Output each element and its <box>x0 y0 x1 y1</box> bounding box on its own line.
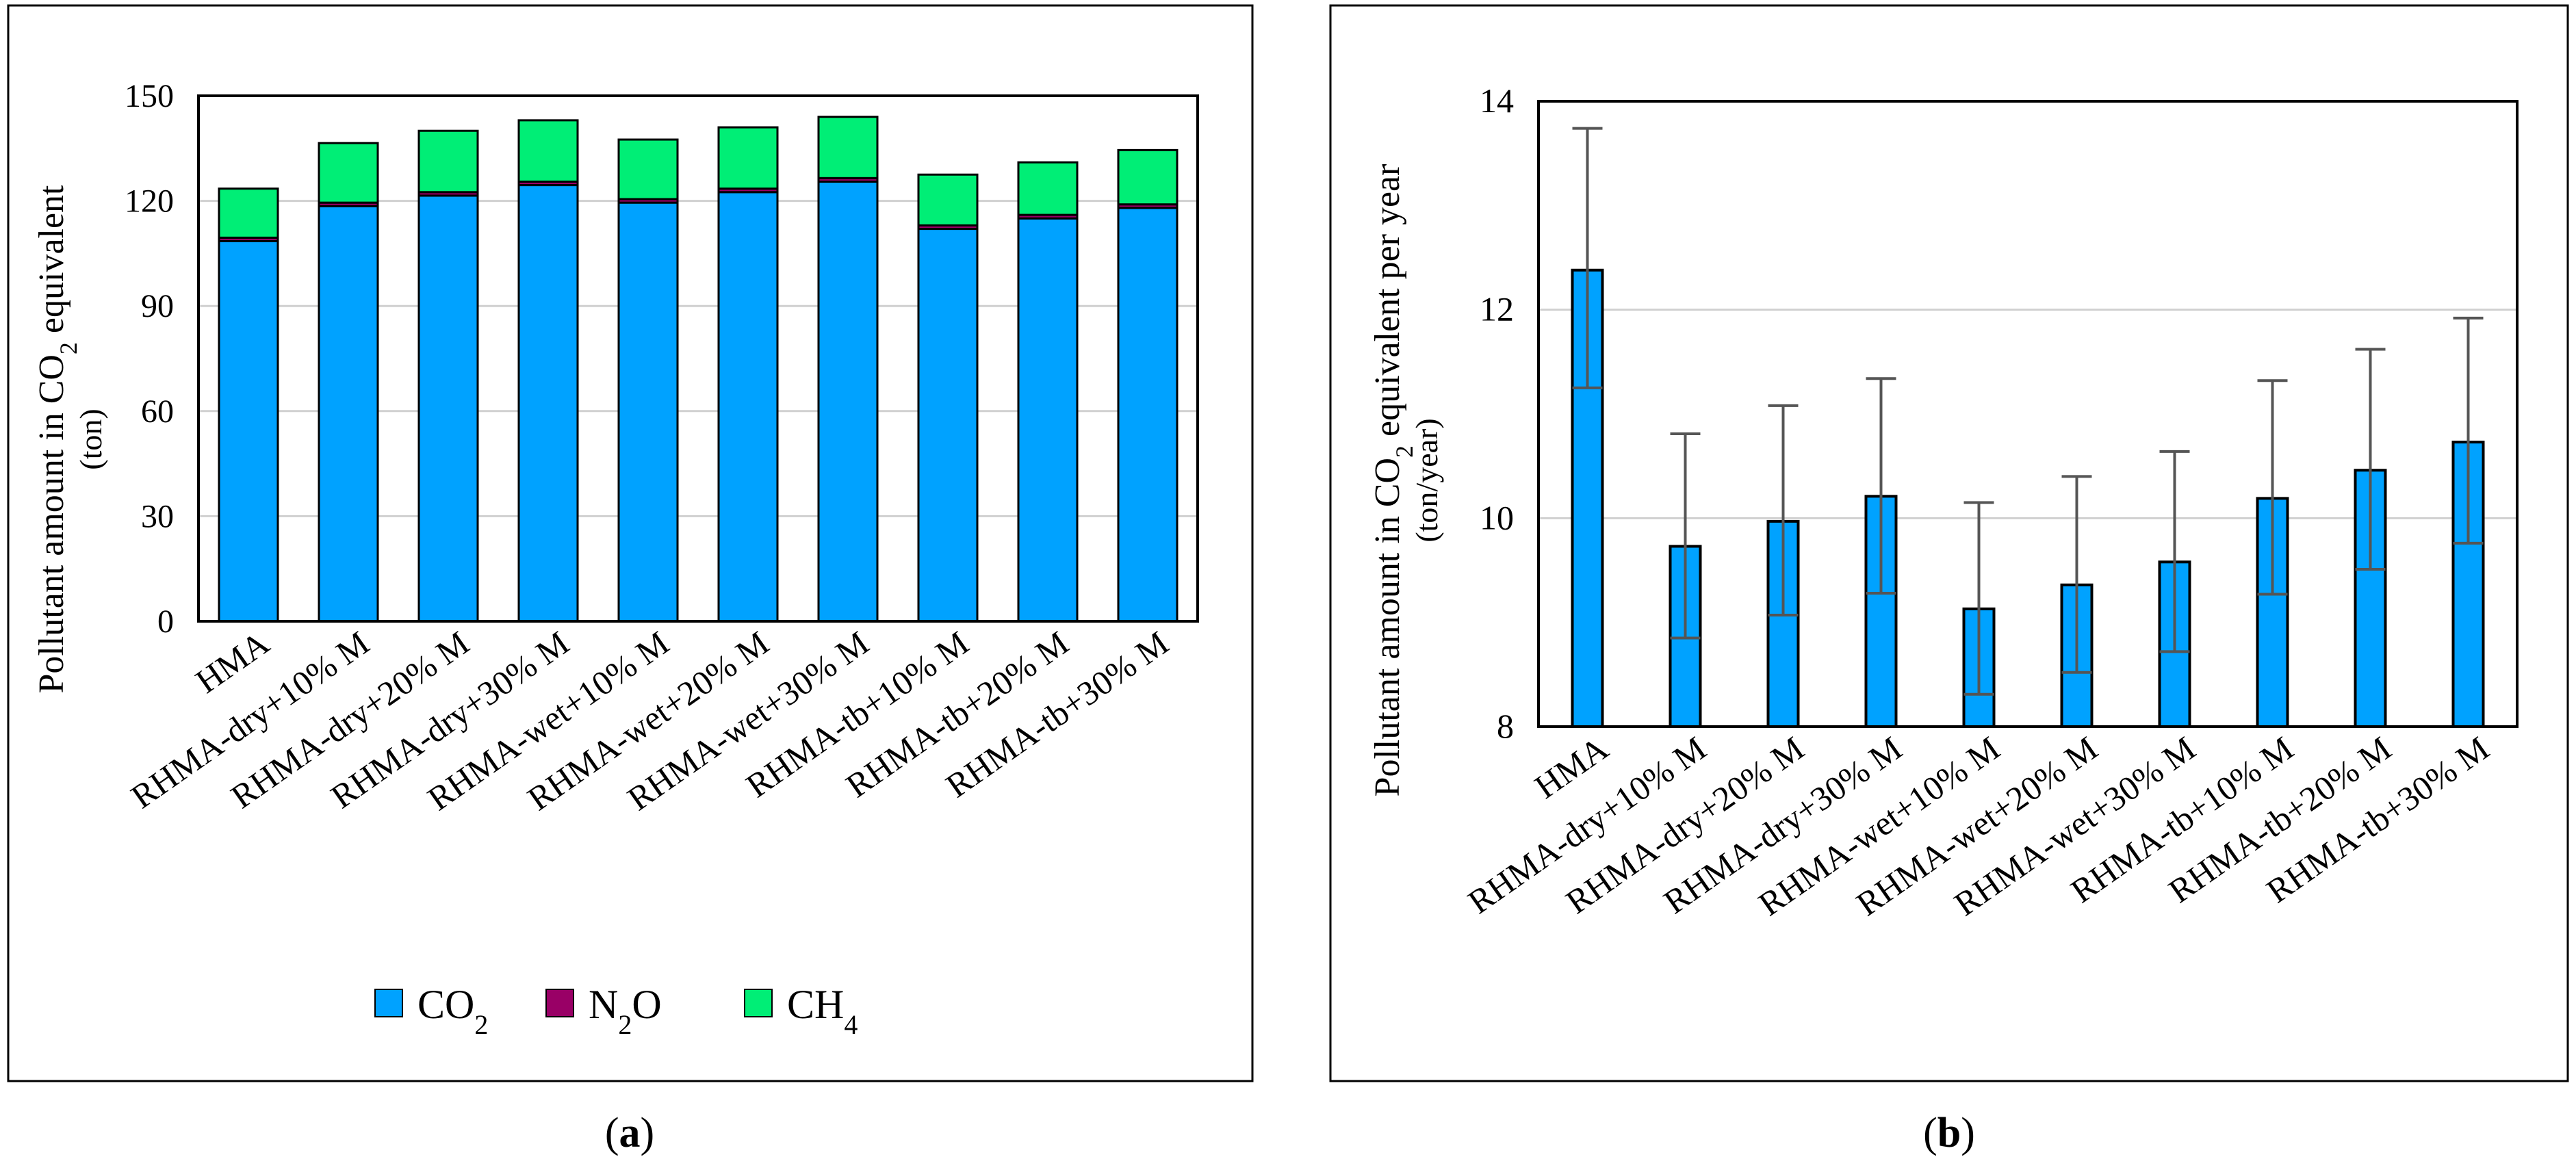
plot-area-a <box>197 94 1199 623</box>
ytick-a-60: 60 <box>141 393 174 430</box>
bar-a-ch4-rhma-wet-30-m <box>817 116 879 179</box>
legend-swatch-co2 <box>374 989 403 1017</box>
panel-b-ylabel-post: equivalent per year <box>1368 164 1407 445</box>
bar-a-ch4-rhma-tb-10-m <box>917 173 979 226</box>
caption-b: (b) <box>1923 1110 1975 1156</box>
legend-swatch-n2o <box>545 989 574 1017</box>
panel-a-ylabel-sub: 2 <box>55 342 82 354</box>
bar-a-ch4-rhma-dry-30-m <box>517 119 579 183</box>
panel-a-ylabel-unit: (ton) <box>73 408 108 469</box>
plot-area-b <box>1537 100 2519 728</box>
bar-a-co2-hma <box>218 239 279 623</box>
bar-a-co2-rhma-wet-30-m <box>817 180 879 623</box>
legend-label-ch4: CH4 <box>787 982 858 1040</box>
bar-a-ch4-rhma-tb-20-m <box>1017 161 1079 216</box>
bar-a-co2-rhma-dry-30-m <box>517 184 579 623</box>
bar-a-co2-rhma-tb-20-m <box>1017 217 1079 623</box>
ytick-b-10: 10 <box>1480 498 1514 536</box>
bar-a-co2-rhma-wet-10-m <box>617 201 679 623</box>
panel-a-ylabel: Pollutant amount in CO2 equivalent <box>32 185 82 694</box>
ytick-a-120: 120 <box>125 183 174 220</box>
bar-a-ch4-rhma-dry-20-m <box>417 129 479 194</box>
ytick-b-14: 14 <box>1480 81 1514 120</box>
ytick-a-30: 30 <box>141 498 174 534</box>
bar-a-co2-rhma-tb-30-m <box>1117 207 1178 623</box>
legend: CO2 N2O CH4 <box>374 982 858 1040</box>
ytick-a-150: 150 <box>125 78 174 114</box>
panel-b-ylabel-unit: (ton/year) <box>1409 418 1444 542</box>
bar-a-co2-rhma-tb-10-m <box>917 228 979 623</box>
caption-a: (a) <box>605 1110 654 1156</box>
ytick-a-90: 90 <box>141 288 174 324</box>
panel-b-ylabel: Pollutant amount in CO2 equivalent per y… <box>1368 164 1418 797</box>
bar-a-ch4-rhma-wet-10-m <box>617 138 679 200</box>
ytick-a-0: 0 <box>157 603 174 640</box>
panel-b-ylabel-pre: Pollutant amount in CO <box>1368 458 1407 796</box>
bar-a-co2-rhma-wet-20-m <box>717 191 779 623</box>
ytick-b-12: 12 <box>1480 290 1514 328</box>
panel-a-ylabel-pre: Pollutant amount in CO <box>32 354 71 693</box>
legend-label-co2: CO2 <box>417 982 488 1040</box>
legend-label-n2o: N2O <box>589 982 662 1040</box>
bar-a-ch4-rhma-wet-20-m <box>717 126 779 190</box>
panel-b-ylabel-sub: 2 <box>1391 445 1418 458</box>
panel-a-ylabel-post: equivalent <box>32 185 71 342</box>
ytick-b-8: 8 <box>1497 707 1514 745</box>
bar-a-co2-rhma-dry-20-m <box>417 194 479 623</box>
legend-swatch-ch4 <box>744 989 773 1017</box>
bar-a-co2-rhma-dry-10-m <box>318 205 379 623</box>
bar-a-ch4-rhma-tb-30-m <box>1117 148 1178 206</box>
bar-a-ch4-rhma-dry-10-m <box>318 142 379 204</box>
bar-a-ch4-hma <box>218 187 279 239</box>
